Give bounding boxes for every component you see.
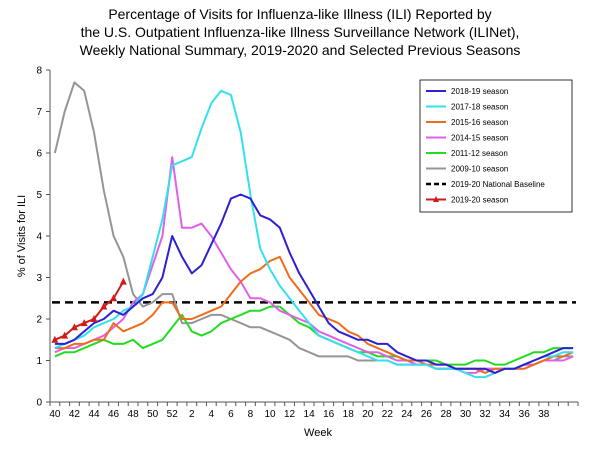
x-tick-label: 32 [480,409,492,420]
legend-entry-label: 2009-10 season [451,165,508,174]
x-tick-label: 12 [284,409,296,420]
x-tick-label: 34 [499,409,511,420]
x-tick-label: 20 [362,409,374,420]
x-tick-label: 18 [343,409,355,420]
series-line-2015-16-season [54,255,574,374]
x-tick-label: 50 [147,409,159,420]
legend-entry-label: 2011-12 season [451,149,508,158]
y-tick-label: 6 [36,149,42,160]
x-tick-label: 8 [248,409,254,420]
x-tick-label: 4 [209,409,215,420]
chart-title-line-3: Weekly National Summary, 2019-2020 and S… [79,42,521,58]
legend-entry-label: 2019-20 National Baseline [451,180,545,189]
y-tick-label: 0 [36,398,42,409]
y-tick-label: 8 [36,66,42,77]
x-tick-label: 36 [519,409,531,420]
x-tick-label: 42 [69,409,81,420]
y-tick-label: 1 [36,356,42,367]
x-tick-label: 40 [49,409,61,420]
legend-entry-label: 2019-20 season [451,196,508,205]
y-tick-label: 3 [36,273,42,284]
series-line-2011-12-season [54,305,574,366]
x-tick-label: 46 [108,409,120,420]
x-tick-label: 28 [440,409,452,420]
y-tick-label: 5 [36,190,42,201]
series-line-2017-18-season [54,89,574,379]
chart-title: Percentage of Visits for Influenza-like … [0,5,600,59]
series-marker-2019-20 [119,277,127,285]
y-tick-label: 4 [36,232,42,243]
legend-entry-label: 2014-15 season [451,134,508,143]
legend-entry-label: 2017-18 season [451,103,508,112]
x-tick-label: 48 [128,409,140,420]
chart-title-line-1: Percentage of Visits for Influenza-like … [108,6,492,22]
legend-box [419,79,573,213]
x-tick-label: 24 [401,409,413,420]
legend: 2018-19 season 2017-18 season 2015-16 seas… [419,79,573,213]
x-tick-label: 6 [228,409,234,420]
chart-title-line-2: the U.S. Outpatient Influenza-like Illne… [80,24,520,40]
series-line-2018-19-season [54,193,574,374]
y-axis-label: % of Visits for ILI [16,195,28,277]
x-tick-label: 52 [167,409,179,420]
x-tick-label: 38 [538,409,550,420]
x-tick-label: 14 [304,409,316,420]
legend-marker [433,196,439,202]
y-tick-label: 7 [36,107,42,118]
legend-entry-label: 2018-19 season [451,87,508,96]
legend-entry-label: 2015-16 season [451,118,508,127]
x-tick-label: 26 [421,409,433,420]
series-marker-2019-20 [100,302,108,310]
series-marker-2019-20 [110,294,118,302]
series-marker-2019-20 [80,319,88,327]
series-marker-2019-20 [51,335,59,343]
x-tick-label: 16 [323,409,335,420]
y-tick-label: 2 [36,315,42,326]
x-tick-label: 22 [382,409,394,420]
series-marker-2019-20 [90,315,98,322]
series-marker-2019-20 [61,331,69,339]
x-tick-label: 2 [189,409,195,420]
x-tick-label: 30 [460,409,472,420]
x-tick-label: 10 [264,409,276,420]
series-marker-2019-20 [70,323,78,331]
x-axis-label: Week [304,427,332,439]
x-tick-label: 44 [88,409,100,420]
